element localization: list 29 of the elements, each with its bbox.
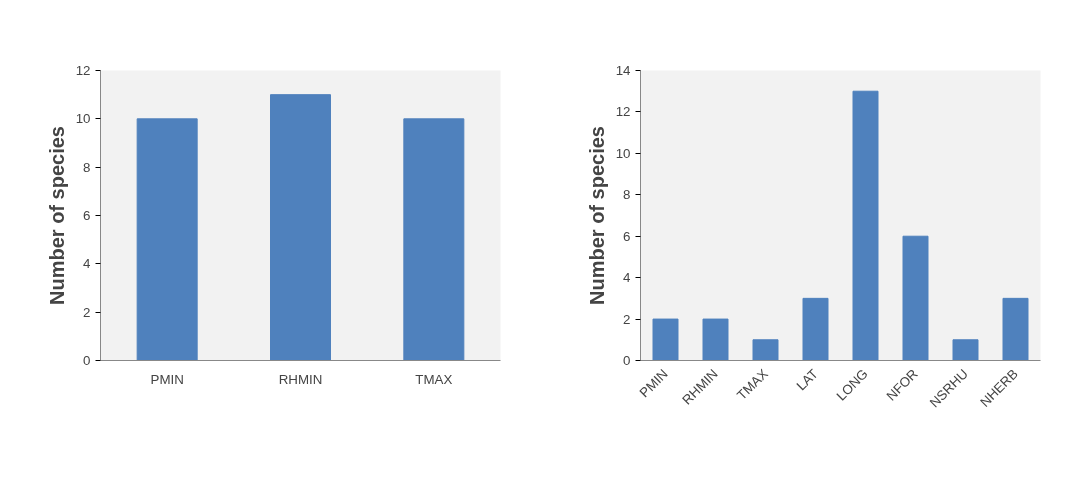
y-tick-label: 2 [623,311,631,327]
bar [902,235,929,361]
y-tick-label: 6 [623,228,631,244]
y-tick-label: 12 [615,104,631,120]
y-axis-title: Number of species [45,126,68,305]
bar [802,297,829,361]
y-tick-label: 2 [83,304,91,320]
y-tick-label: 6 [83,208,91,223]
y-tick-label: 4 [623,270,632,286]
y-tick-label: 10 [75,111,91,127]
y-tick-label: 4 [83,256,92,272]
y-tick-label: 10 [615,145,631,161]
bar [702,318,729,361]
x-tick-label: RHMIN [278,371,323,387]
x-tick-label: LAT [793,366,821,394]
bar [752,339,779,361]
y-tick-label: 8 [623,187,631,203]
bar [1002,297,1029,361]
y-tick-label: 0 [623,353,631,368]
bar [952,339,979,361]
y-tick-label: 12 [75,63,91,78]
y-tick-label: 14 [615,63,632,78]
bar [652,318,679,361]
x-tick-label: TMAX [415,371,453,387]
y-axis-title: Number of species [585,126,608,305]
x-tick-label: PMIN [150,371,184,387]
y-tick-label: 0 [83,353,91,368]
bar [852,90,879,361]
y-tick-label: 8 [83,159,91,175]
